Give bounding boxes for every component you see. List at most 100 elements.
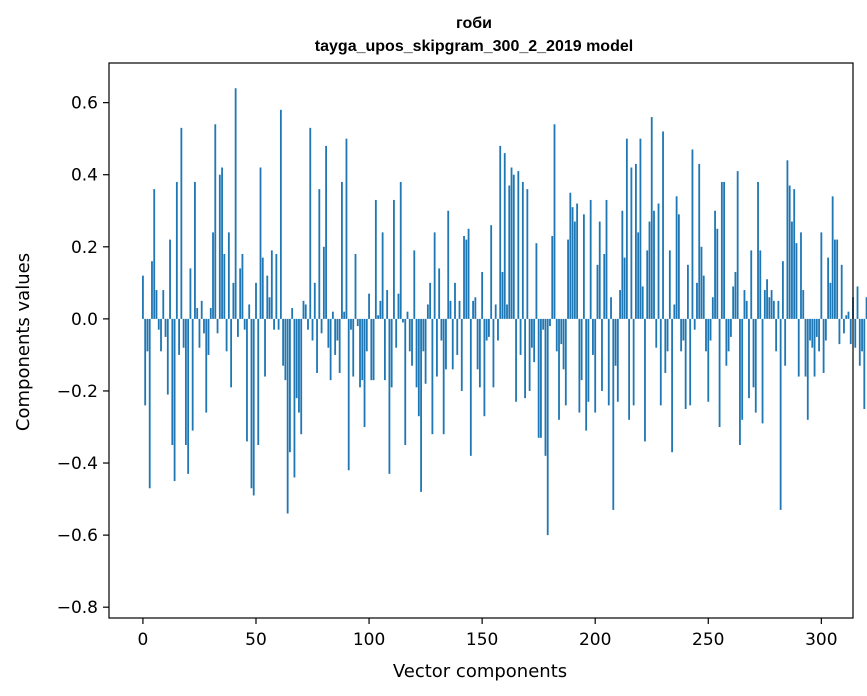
bar bbox=[334, 318, 337, 355]
bar bbox=[329, 318, 332, 381]
bar bbox=[162, 290, 165, 319]
bar bbox=[198, 318, 201, 348]
bar bbox=[763, 290, 766, 319]
bar bbox=[639, 138, 642, 319]
bar bbox=[560, 318, 563, 345]
bar bbox=[404, 318, 407, 446]
bar bbox=[212, 232, 214, 319]
bar bbox=[732, 286, 735, 319]
bar bbox=[603, 254, 606, 319]
bar bbox=[800, 232, 802, 319]
plot-frame bbox=[108, 62, 854, 619]
bar bbox=[571, 207, 574, 319]
bar bbox=[250, 318, 253, 489]
bar bbox=[200, 300, 203, 319]
bar bbox=[675, 196, 678, 319]
bar bbox=[438, 268, 441, 319]
x-tick-label: 50 bbox=[245, 630, 267, 650]
bar bbox=[657, 203, 660, 319]
bar bbox=[729, 318, 732, 337]
bar bbox=[485, 318, 488, 341]
bar bbox=[413, 250, 416, 319]
bar bbox=[146, 318, 149, 352]
bar bbox=[365, 318, 368, 352]
bar bbox=[709, 318, 712, 341]
bar bbox=[494, 304, 497, 319]
bar bbox=[592, 318, 594, 355]
bar bbox=[759, 250, 762, 319]
bar bbox=[797, 318, 800, 377]
bar bbox=[273, 318, 275, 330]
bar bbox=[510, 167, 513, 319]
bar bbox=[594, 318, 597, 413]
bar bbox=[268, 297, 271, 319]
bar bbox=[646, 250, 649, 319]
bar bbox=[515, 318, 517, 402]
bar bbox=[454, 282, 456, 319]
y-tick-label: 0.0 bbox=[71, 310, 98, 330]
bar bbox=[526, 189, 529, 319]
bar bbox=[451, 318, 454, 370]
bar bbox=[175, 181, 178, 319]
bar bbox=[408, 318, 411, 352]
bar bbox=[503, 153, 506, 319]
bar bbox=[673, 304, 676, 319]
bar bbox=[707, 318, 710, 402]
bar bbox=[781, 261, 784, 319]
bar bbox=[295, 318, 298, 399]
bar bbox=[393, 199, 395, 319]
bar bbox=[535, 243, 538, 319]
bar bbox=[521, 181, 524, 319]
bar bbox=[180, 127, 183, 319]
bar bbox=[811, 318, 814, 348]
x-axis: 0 50 100 150 200 250 300 bbox=[138, 618, 838, 650]
bar bbox=[791, 221, 793, 319]
bar bbox=[598, 221, 601, 319]
bar bbox=[261, 257, 264, 319]
bar bbox=[148, 318, 151, 489]
bar bbox=[218, 174, 221, 319]
bar bbox=[307, 318, 309, 330]
bar bbox=[370, 318, 373, 381]
bar bbox=[266, 275, 269, 319]
bar bbox=[467, 228, 470, 319]
bar bbox=[463, 235, 465, 319]
bar bbox=[445, 318, 447, 370]
bar bbox=[834, 239, 836, 319]
bar bbox=[761, 318, 764, 424]
bar bbox=[227, 232, 230, 319]
bar bbox=[354, 254, 357, 319]
bar bbox=[553, 124, 556, 319]
bar bbox=[345, 138, 348, 319]
bar bbox=[628, 318, 631, 420]
bar bbox=[311, 318, 314, 341]
bar bbox=[856, 286, 859, 319]
bar bbox=[865, 297, 867, 319]
bar bbox=[350, 318, 352, 330]
bar bbox=[481, 272, 484, 319]
bar bbox=[171, 318, 174, 446]
bar bbox=[426, 304, 429, 319]
bar bbox=[621, 210, 624, 319]
bar bbox=[573, 221, 576, 319]
bar bbox=[386, 290, 389, 319]
bar bbox=[637, 232, 640, 319]
bar bbox=[374, 199, 377, 319]
bar bbox=[766, 279, 768, 319]
bar bbox=[440, 318, 443, 341]
bar bbox=[298, 318, 300, 413]
bar bbox=[322, 246, 325, 319]
bar bbox=[449, 300, 452, 319]
bar bbox=[680, 318, 683, 352]
bar bbox=[469, 318, 472, 456]
bar bbox=[160, 318, 162, 352]
bar bbox=[255, 282, 257, 319]
bar bbox=[259, 167, 262, 319]
bar bbox=[607, 318, 610, 406]
bar bbox=[241, 254, 244, 319]
bar bbox=[209, 308, 212, 319]
bar bbox=[492, 318, 495, 388]
bar bbox=[775, 318, 778, 352]
bar bbox=[476, 318, 479, 370]
